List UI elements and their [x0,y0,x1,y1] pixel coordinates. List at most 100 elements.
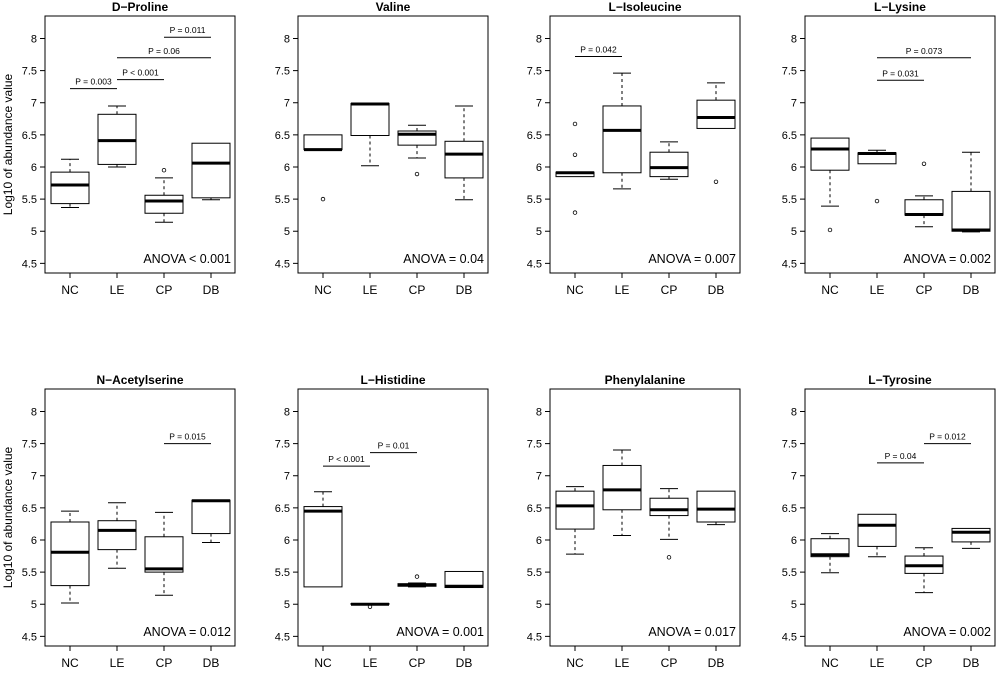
y-tick-label: 4.5 [275,258,290,270]
box-nc [50,510,90,604]
category-label: CP [156,656,173,670]
iqr-box [951,190,991,232]
y-tick-label: 5 [31,599,37,611]
category-label: NC [61,283,79,297]
y-tick-label: 8 [791,406,797,418]
y-tick-label: 7 [284,471,290,483]
y-tick-label: 5.5 [782,194,797,206]
panel-5: N−Acetylserine 4.5 5 5.5 6 6.5 7 7.5 8 Log10 of a… [1,373,236,670]
y-tick-label: 7 [31,98,37,110]
panel-4: L−Lysine 4.5 5 5.5 6 6.5 7 7.5 8 NC LE CP DB P = 0.03… [782,0,996,297]
y-tick-label: 5 [536,226,542,238]
y-tick-label: 8 [31,33,37,45]
iqr-box [951,527,991,543]
y-tick-label: 5 [284,599,290,611]
y-tick-label: 5.5 [782,567,797,579]
anova-label: ANOVA < 0.001 [143,252,231,266]
y-tick-label: 6.5 [782,503,797,515]
y-axis-label: Log10 of abundance value [1,73,15,215]
box-nc [555,486,595,555]
category-label: NC [61,656,79,670]
y-tick-label: 6 [284,535,290,547]
iqr-box [696,99,736,129]
y-tick-label: 4.5 [22,258,37,270]
outlier-point [874,198,880,204]
iqr-box [144,194,184,214]
category-label: DB [203,283,220,297]
iqr-box [810,538,850,558]
y-tick-label: 5 [791,599,797,611]
y-tick-label: 4.5 [22,631,37,643]
iqr-box [602,105,642,174]
outlier-point [666,555,672,560]
category-label: NC [314,656,332,670]
y-tick-label: 6 [536,162,542,174]
outlier-point [921,161,927,166]
category-label: CP [409,283,426,297]
box-db [191,499,231,544]
y-tick-label: 6.5 [527,130,542,142]
anova-label: ANOVA = 0.04 [403,252,484,266]
y-tick-label: 7 [791,98,797,110]
box-db [696,490,736,526]
box-cp [397,574,437,588]
p-value-label: P = 0.012 [929,432,966,442]
category-label: DB [203,656,220,670]
plot-frame [297,15,489,274]
p-value-label: P = 0.011 [170,25,206,35]
y-tick-label: 5 [284,226,290,238]
y-tick-label: 5 [791,226,797,238]
y-tick-label: 6 [284,162,290,174]
category-label: LE [363,656,378,670]
box-le [350,602,390,610]
panel-title: L−Isoleucine [608,0,681,14]
category-label: LE [363,283,378,297]
iqr-box [649,151,689,178]
y-tick-label: 5.5 [275,567,290,579]
box-nc [50,158,90,208]
p-value-label: P = 0.031 [882,68,919,78]
box-cp [904,161,944,228]
panel-title: N−Acetylserine [96,373,183,387]
box-nc [810,137,850,233]
category-label: LE [110,283,125,297]
iqr-box [602,464,642,511]
plot-frame [44,15,236,274]
iqr-box [444,140,484,179]
box-cp [144,511,184,596]
y-tick-label: 5.5 [22,194,37,206]
y-tick-label: 6.5 [527,503,542,515]
iqr-box [857,513,897,547]
y-tick-label: 6 [791,162,797,174]
y-tick-label: 6.5 [22,130,37,142]
y-tick-label: 7.5 [275,439,290,451]
box-cp [904,547,944,594]
box-le [602,72,642,190]
y-tick-label: 7.5 [22,439,37,451]
y-tick-label: 5.5 [275,194,290,206]
box-nc [555,121,595,215]
iqr-box [191,142,231,199]
p-value-label: P = 0.073 [906,46,943,56]
y-tick-label: 5.5 [22,567,37,579]
y-tick-label: 8 [536,33,542,45]
y-tick-label: 7 [31,471,37,483]
anova-label: ANOVA = 0.002 [903,625,991,639]
category-label: CP [661,656,678,670]
anova-label: ANOVA = 0.012 [143,625,231,639]
panel-1: D−Proline 4.5 5 5.5 6 6.5 7 7.5 8 Log10 of abunda… [1,0,236,297]
y-tick-label: 7.5 [527,66,542,78]
panel-6: L−Histidine 4.5 5 5.5 6 6.5 7 7.5 8 NC LE CP DB P < 0… [275,373,489,670]
box-db [696,82,736,184]
anova-label: ANOVA = 0.017 [648,625,736,639]
outlier-point [161,167,167,173]
box-db [951,527,991,549]
category-label: DB [456,656,473,670]
outlier-point [320,196,326,202]
category-label: CP [156,283,173,297]
panel-title: D−Proline [112,0,169,14]
y-tick-label: 4.5 [782,631,797,643]
plot-frame [804,15,996,274]
category-label: NC [821,283,839,297]
category-label: NC [566,656,584,670]
